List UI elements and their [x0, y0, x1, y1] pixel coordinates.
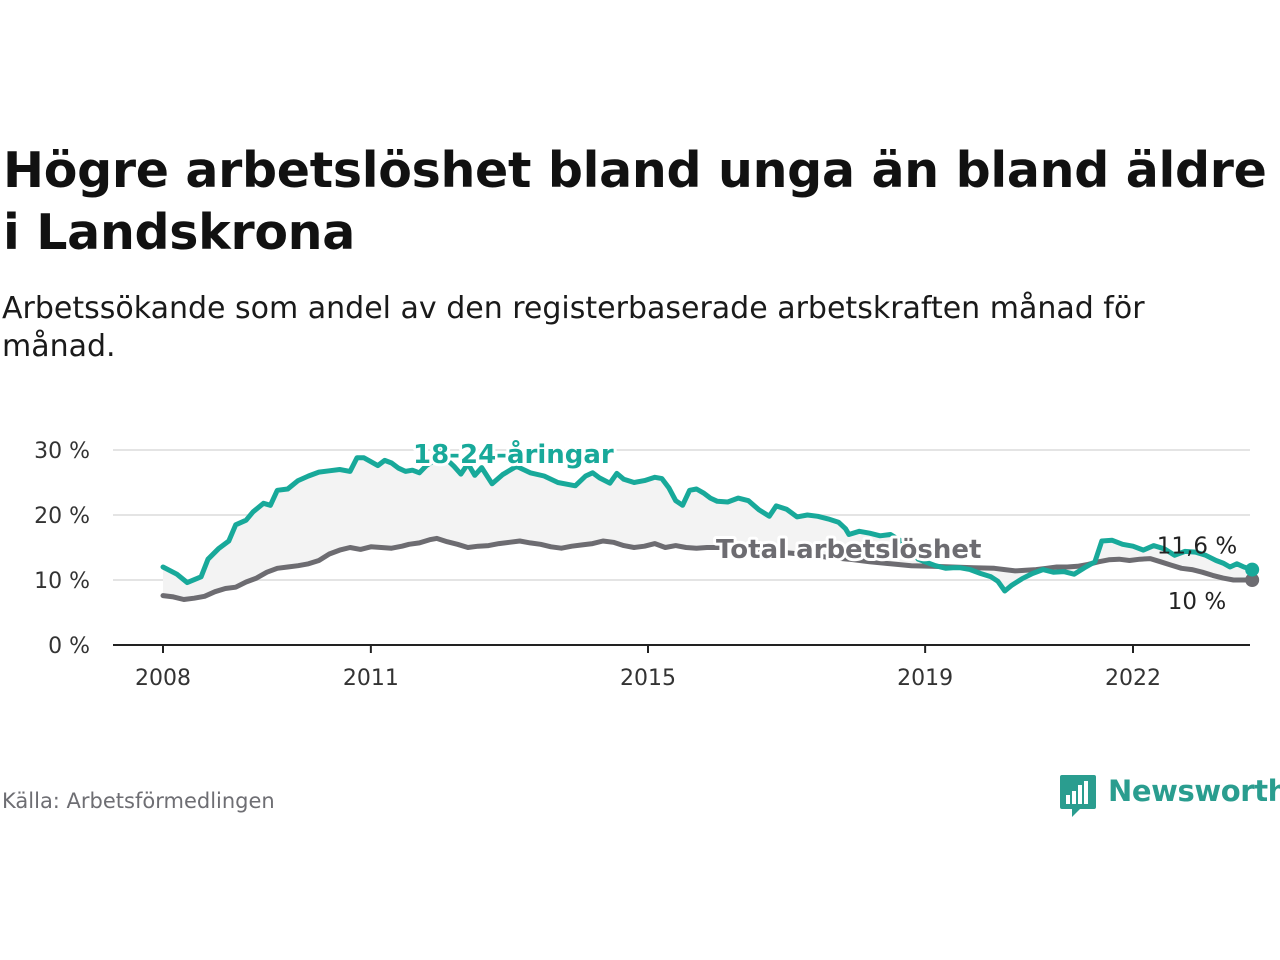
y-tick-label: 10 %	[34, 569, 90, 594]
y-tick-label: 0 %	[48, 634, 90, 659]
end-dot-youth	[1245, 562, 1260, 577]
end-dot-total	[1245, 573, 1260, 587]
end-label-total: 10 %	[1168, 589, 1226, 615]
y-tick-label: 30 %	[34, 439, 90, 464]
newsworthy-logo-icon	[1060, 775, 1096, 817]
line-chart: 0 % 10 % 20 % 30 % 2008 2011 2015 2019 2022 18-24…	[34, 435, 1260, 691]
brand-name: Newsworthy	[1108, 774, 1280, 808]
y-tick-label: 20 %	[34, 504, 90, 529]
end-label-youth: 11,6 %	[1157, 534, 1237, 560]
gap-band	[163, 446, 1253, 600]
series-label-total: Total arbetslöshet	[716, 535, 981, 565]
x-tick-label: 2015	[620, 666, 676, 691]
axes	[113, 644, 1250, 653]
chart-labels: 0 % 10 % 20 % 30 % 2008 2011 2015 2019 2022 18-24…	[34, 435, 1237, 691]
series-line-youth	[160, 444, 1255, 594]
chart-subtitle: Arbetssökande som andel av den registerb…	[2, 291, 1145, 364]
source-note: Källa: Arbetsförmedlingen	[2, 789, 275, 813]
series-lines	[160, 444, 1260, 602]
series-label-youth: 18-24-åringar	[413, 438, 614, 470]
chart-title: Högre arbetslöshet bland unga än bland ä…	[3, 142, 1267, 261]
x-tick-label: 2019	[897, 666, 953, 691]
x-tick-label: 2011	[343, 666, 399, 691]
x-tick-label: 2008	[135, 666, 191, 691]
x-tick-label: 2022	[1105, 666, 1161, 691]
